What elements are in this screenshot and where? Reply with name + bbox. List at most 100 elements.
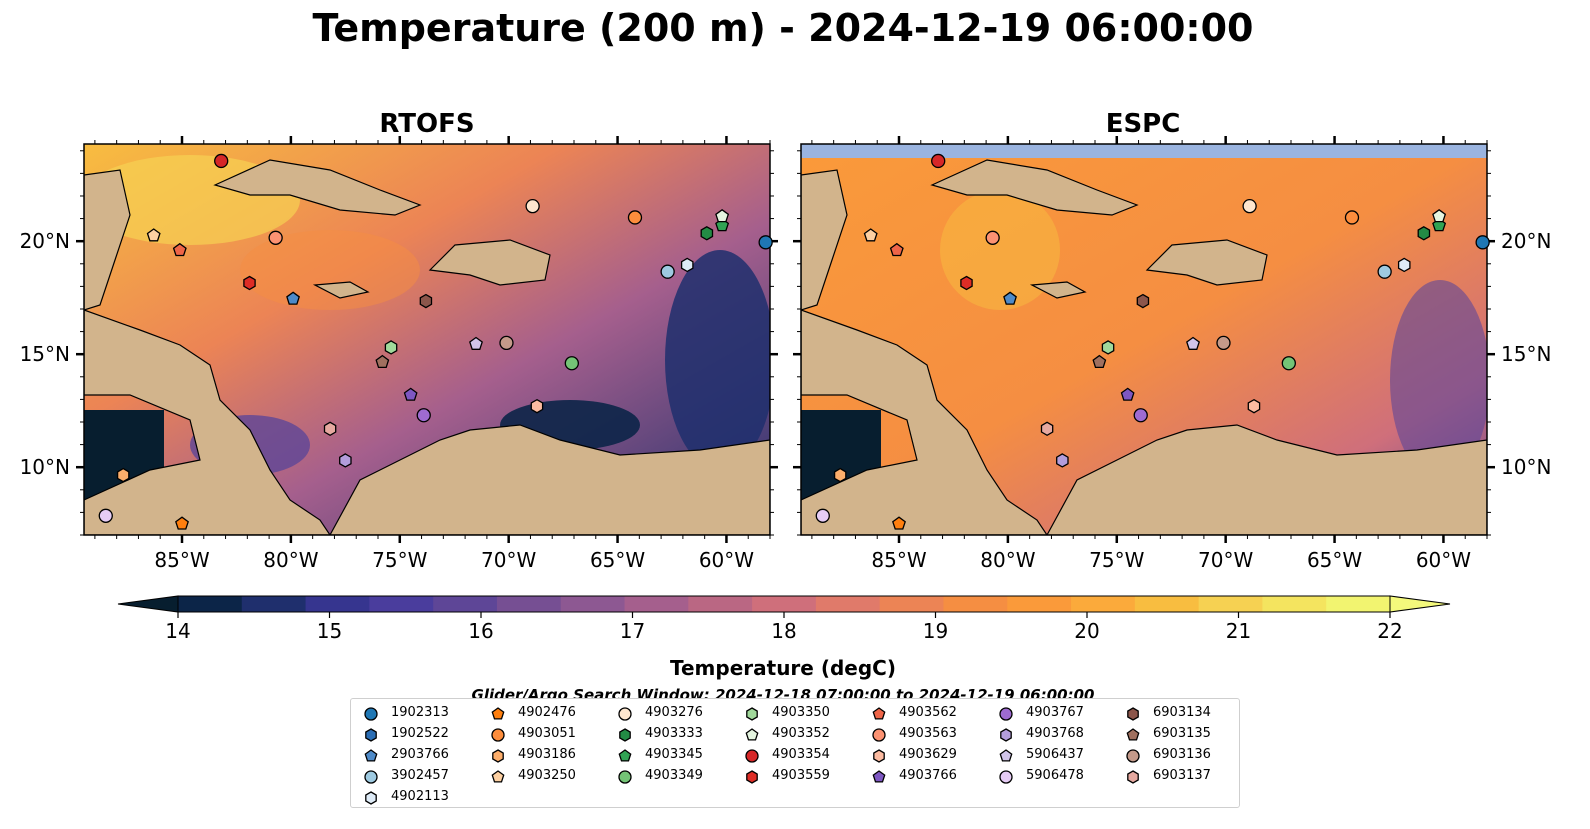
x-tick-label: 80°W (263, 548, 318, 572)
y-tick-label: 20°N (1501, 229, 1551, 253)
colorbar-segment (943, 596, 1008, 612)
legend-marker-4903354 (745, 749, 759, 763)
land-jamaica (312, 281, 370, 299)
float-marker-3902457 (660, 264, 675, 279)
legend-marker-4902113 (365, 791, 377, 805)
y-tick-label: 15°N (1501, 342, 1551, 366)
legend-label: 4903629 (899, 747, 957, 762)
panel-title-espc: ESPC (1106, 109, 1181, 139)
panel-title-rtofs: RTOFS (379, 109, 474, 139)
land-cuba (213, 159, 422, 216)
legend-label: 4903766 (899, 768, 957, 783)
land-south-america (329, 424, 770, 535)
legend-marker-4903562 (872, 707, 886, 720)
land-yucatan (84, 169, 131, 311)
float-marker-6903137 (323, 421, 337, 437)
legend-label: 4903559 (772, 768, 830, 783)
land-central-america (801, 309, 1048, 535)
float-marker-4903051 (627, 210, 643, 225)
float-marker-4903629 (1247, 398, 1261, 414)
colorbar-segment (369, 596, 434, 612)
colorbar-segment (624, 596, 689, 612)
legend-label: 4903768 (1026, 726, 1084, 741)
legend-marker-4903352 (745, 728, 759, 741)
colorbar-segment (305, 596, 370, 612)
legend-label: 4902476 (518, 705, 576, 720)
colorbar-segment (688, 596, 753, 612)
colorbar-segment (178, 596, 243, 612)
colorbar-segment (560, 596, 626, 612)
legend-marker-4903766 (872, 770, 886, 783)
legend-label: 6903135 (1153, 726, 1211, 741)
legend-marker-6903136 (1126, 749, 1140, 763)
legend-marker-4903350 (746, 707, 758, 721)
colorbar-segment (1071, 596, 1136, 612)
y-axis-espc: 10°N 15°N 20°N (793, 150, 1551, 536)
colorbar-tick-label: 15 (317, 619, 342, 643)
legend-label: 4903350 (772, 705, 830, 720)
float-marker-4903333 (700, 226, 714, 241)
legend-label: 5906437 (1026, 747, 1084, 762)
map-panel-espc: ESPC 85°W 80°W 75°W 70°W 65°W 60°W 10°N 15°N 20… (793, 109, 1551, 572)
legend-label: 4903562 (899, 705, 957, 720)
x-tick-label: 80°W (980, 548, 1035, 572)
colorbar-tick-label: 18 (771, 619, 796, 643)
float-marker-4903559 (243, 275, 256, 291)
float-marker-5906437 (1186, 336, 1200, 350)
float-marker-4903563 (268, 230, 283, 245)
legend-label: 4903250 (518, 768, 576, 783)
legend-label: 4903352 (772, 726, 830, 741)
x-tick-label: 60°W (1416, 548, 1471, 572)
x-tick-label: 60°W (699, 548, 754, 572)
float-marker-4903354 (214, 153, 229, 169)
legend-marker-5906437 (999, 749, 1013, 762)
x-tick-label: 85°W (154, 548, 209, 572)
x-tick-label: 65°W (1307, 548, 1362, 572)
y-tick-label: 20°N (20, 229, 70, 253)
float-marker-4903766 (1120, 387, 1135, 401)
float-marker-4903767 (1133, 408, 1148, 423)
float-marker-2903766 (1003, 291, 1017, 305)
float-marker-4903051 (1344, 210, 1360, 225)
float-marker-4902476 (175, 516, 189, 530)
cold-eddy (1390, 280, 1487, 480)
legend-label: 4903276 (645, 705, 703, 720)
y-tick-label: 10°N (1501, 455, 1551, 479)
colorbar-segment (1326, 596, 1391, 612)
legend-label: 1902313 (391, 705, 449, 720)
float-marker-4903768 (1056, 453, 1069, 468)
colorbar: 14 15 16 17 18 19 20 21 22 (117, 595, 1451, 643)
plot-frame (83, 143, 771, 536)
float-marker-4903350 (384, 340, 398, 355)
float-marker-4902476 (892, 516, 906, 530)
float-marker-5906437 (469, 336, 483, 350)
x-tick-label: 65°W (590, 548, 645, 572)
legend-label: 4903767 (1026, 705, 1084, 720)
float-marker-4903354 (931, 153, 946, 169)
float-marker-6903137 (1040, 421, 1054, 437)
x-tick-label: 75°W (372, 548, 427, 572)
float-marker-4903349 (1281, 356, 1296, 371)
legend-marker-4903051 (491, 728, 505, 742)
float-marker-4902113 (680, 257, 694, 273)
colorbar-segment (815, 596, 881, 612)
plot-frame (800, 143, 1488, 536)
warm-eddy (940, 190, 1060, 310)
y-axis-rtofs: 10°N 15°N 20°N (20, 150, 778, 536)
float-marker-6903134 (1136, 293, 1150, 309)
colorbar-segment (1262, 596, 1327, 612)
legend-marker-4903186 (492, 749, 504, 763)
legend-marker-6903135 (1126, 728, 1140, 741)
colorbar-label: Temperature (degC) (670, 656, 896, 680)
colorbar-segment (879, 596, 945, 612)
land-jamaica (1029, 281, 1087, 299)
legend-marker-4903629 (873, 749, 885, 763)
legend-marker-5906478 (999, 770, 1013, 784)
y-tick-label: 10°N (20, 455, 70, 479)
legend-label: 1902522 (391, 726, 449, 741)
legend-marker-2903766 (364, 749, 378, 762)
float-marker-4903349 (564, 356, 579, 371)
legend-label: 2903766 (391, 747, 449, 762)
colorbar-segment (433, 596, 498, 612)
float-marker-4903768 (339, 453, 352, 468)
